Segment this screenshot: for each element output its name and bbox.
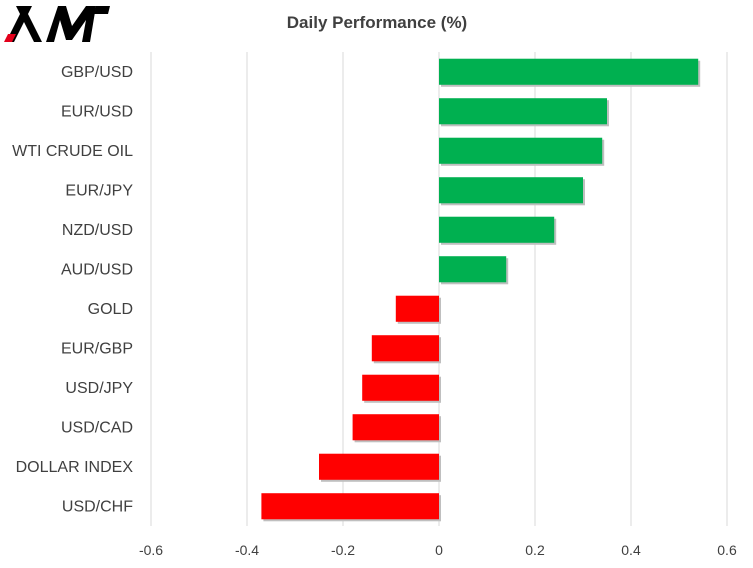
category-label: GOLD: [88, 301, 133, 318]
category-label: EUR/JPY: [65, 182, 133, 199]
bar-dollar-index: [319, 453, 439, 480]
category-label: GBP/USD: [61, 64, 133, 81]
x-tick-label: -0.4: [235, 542, 259, 558]
x-tick-label: -0.2: [331, 542, 355, 558]
x-tick-label: 0.6: [717, 542, 737, 558]
bar-usd-jpy: [362, 374, 439, 401]
category-label: DOLLAR INDEX: [16, 459, 134, 476]
x-tick-labels: -0.6 -0.4 -0.2 0 0.2 0.4 0.6: [139, 542, 737, 558]
category-label: WTI CRUDE OIL: [12, 143, 133, 160]
bar-gold: [395, 295, 439, 322]
category-label: AUD/USD: [61, 261, 133, 278]
bar-eur-gbp: [371, 335, 439, 362]
bar-gbp-usd: [439, 58, 699, 85]
x-tick-label: -0.6: [139, 542, 163, 558]
chart-title: Daily Performance (%): [287, 13, 467, 32]
x-tick-label: 0.4: [621, 542, 641, 558]
grid-lines: [150, 52, 728, 526]
bar-eur-usd: [439, 98, 607, 125]
category-labels: GBP/USD EUR/USD WTI CRUDE OIL EUR/JPY NZD/US…: [12, 64, 133, 516]
category-label: USD/CAD: [61, 419, 133, 436]
category-label: USD/JPY: [65, 380, 133, 397]
category-label: EUR/GBP: [61, 340, 133, 357]
x-tick-label: 0: [435, 542, 443, 558]
category-label: NZD/USD: [62, 222, 133, 239]
bar-eur-jpy: [439, 177, 583, 204]
bar-aud-usd: [439, 256, 507, 283]
bar-wti-crude-oil: [439, 137, 603, 164]
bar-nzd-usd: [439, 216, 555, 243]
bars: [261, 58, 701, 522]
category-label: EUR/USD: [61, 103, 133, 120]
bar-usd-chf: [261, 493, 439, 520]
xm-logo: [2, 0, 114, 51]
x-tick-label: 0.2: [525, 542, 545, 558]
bar-usd-cad: [352, 414, 439, 441]
category-label: USD/CHF: [62, 498, 133, 515]
